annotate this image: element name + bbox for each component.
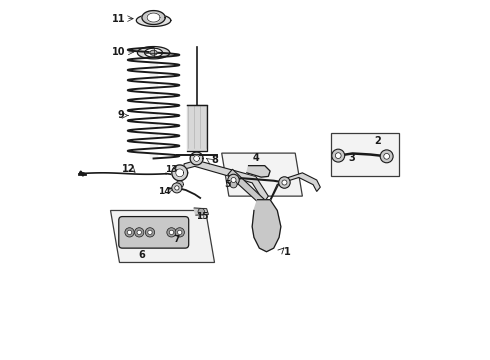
Text: 6: 6 — [138, 250, 145, 260]
Polygon shape — [221, 153, 302, 196]
Circle shape — [175, 228, 184, 237]
FancyBboxPatch shape — [119, 217, 189, 248]
Text: 10: 10 — [112, 47, 125, 57]
Circle shape — [172, 183, 182, 193]
Circle shape — [198, 208, 204, 215]
Text: 13: 13 — [165, 165, 178, 174]
Polygon shape — [331, 134, 399, 176]
Polygon shape — [145, 48, 163, 57]
Circle shape — [170, 230, 173, 234]
Text: 2: 2 — [374, 136, 381, 145]
Circle shape — [230, 181, 237, 188]
Polygon shape — [147, 13, 160, 22]
Circle shape — [231, 177, 236, 183]
Polygon shape — [150, 50, 157, 55]
Polygon shape — [137, 46, 170, 59]
Polygon shape — [176, 181, 183, 188]
Circle shape — [332, 149, 344, 162]
Polygon shape — [136, 14, 171, 26]
Text: 12: 12 — [122, 164, 135, 174]
Circle shape — [177, 230, 182, 234]
Polygon shape — [194, 156, 199, 161]
Polygon shape — [267, 173, 320, 206]
Text: 3: 3 — [348, 153, 355, 163]
Circle shape — [125, 228, 134, 237]
Circle shape — [175, 186, 179, 190]
Polygon shape — [111, 211, 215, 262]
Text: 8: 8 — [211, 155, 218, 165]
Text: 15: 15 — [196, 212, 208, 221]
Polygon shape — [190, 152, 203, 165]
Text: 7: 7 — [173, 235, 180, 244]
Text: 4: 4 — [252, 153, 259, 163]
Polygon shape — [172, 165, 188, 181]
Circle shape — [146, 228, 155, 237]
Polygon shape — [176, 169, 184, 177]
Polygon shape — [187, 105, 207, 151]
Circle shape — [228, 174, 239, 186]
Text: 9: 9 — [118, 111, 124, 121]
Circle shape — [335, 153, 341, 158]
Polygon shape — [194, 208, 208, 215]
Polygon shape — [247, 166, 270, 177]
Text: 1: 1 — [284, 247, 291, 257]
Circle shape — [135, 228, 144, 237]
Circle shape — [127, 230, 132, 234]
Circle shape — [137, 230, 141, 234]
Circle shape — [380, 150, 393, 163]
Circle shape — [384, 153, 390, 159]
Circle shape — [148, 230, 152, 234]
Polygon shape — [184, 160, 269, 206]
Polygon shape — [252, 200, 281, 252]
Text: 5: 5 — [224, 180, 231, 189]
Text: 14: 14 — [158, 187, 171, 196]
Circle shape — [282, 180, 287, 185]
Polygon shape — [142, 10, 165, 24]
Text: 11: 11 — [112, 14, 125, 24]
Circle shape — [167, 228, 176, 237]
Circle shape — [279, 177, 290, 188]
Polygon shape — [228, 169, 265, 205]
